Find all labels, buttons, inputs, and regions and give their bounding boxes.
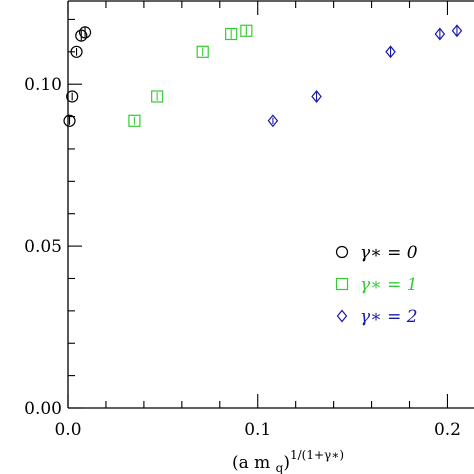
series-square <box>128 24 253 127</box>
axes: 0.00 0.05 0.10 0.0 0.1 0.2 <box>24 0 474 440</box>
y-tick-label: 0.10 <box>24 75 62 95</box>
legend: γ∗ = 0 γ∗ = 1 γ∗ = 2 <box>335 243 418 327</box>
y-tick-label: 0.05 <box>24 237 62 257</box>
data-point <box>151 90 164 103</box>
x-axis-label: (a m q)1/(1+γ∗) <box>232 448 344 474</box>
legend-marker <box>336 309 348 323</box>
series-diamond <box>267 24 463 128</box>
data-point <box>196 45 209 58</box>
legend-marker <box>335 277 349 291</box>
series-circle <box>63 26 92 127</box>
legend-label: γ∗ = 1 <box>360 275 418 295</box>
data-point <box>451 24 463 38</box>
legend-label: γ∗ = 0 <box>360 243 418 263</box>
data-point <box>63 114 76 127</box>
data-point <box>66 90 79 103</box>
data-point <box>311 90 322 103</box>
data-point <box>70 45 83 58</box>
x-tick-label: 0.2 <box>434 420 461 440</box>
data-point <box>267 114 279 128</box>
legend-label: γ∗ = 2 <box>360 307 418 327</box>
data-point <box>78 26 92 39</box>
data-point <box>385 45 396 59</box>
legend-marker <box>335 245 349 259</box>
y-tick-label: 0.00 <box>24 399 62 419</box>
data-point <box>225 27 238 41</box>
data-marks <box>63 24 463 128</box>
x-tick-label: 0.0 <box>54 420 81 440</box>
data-point <box>434 27 446 41</box>
x-tick-label: 0.1 <box>244 420 271 440</box>
data-point <box>128 114 141 127</box>
data-point <box>75 29 88 42</box>
data-point <box>240 24 253 37</box>
